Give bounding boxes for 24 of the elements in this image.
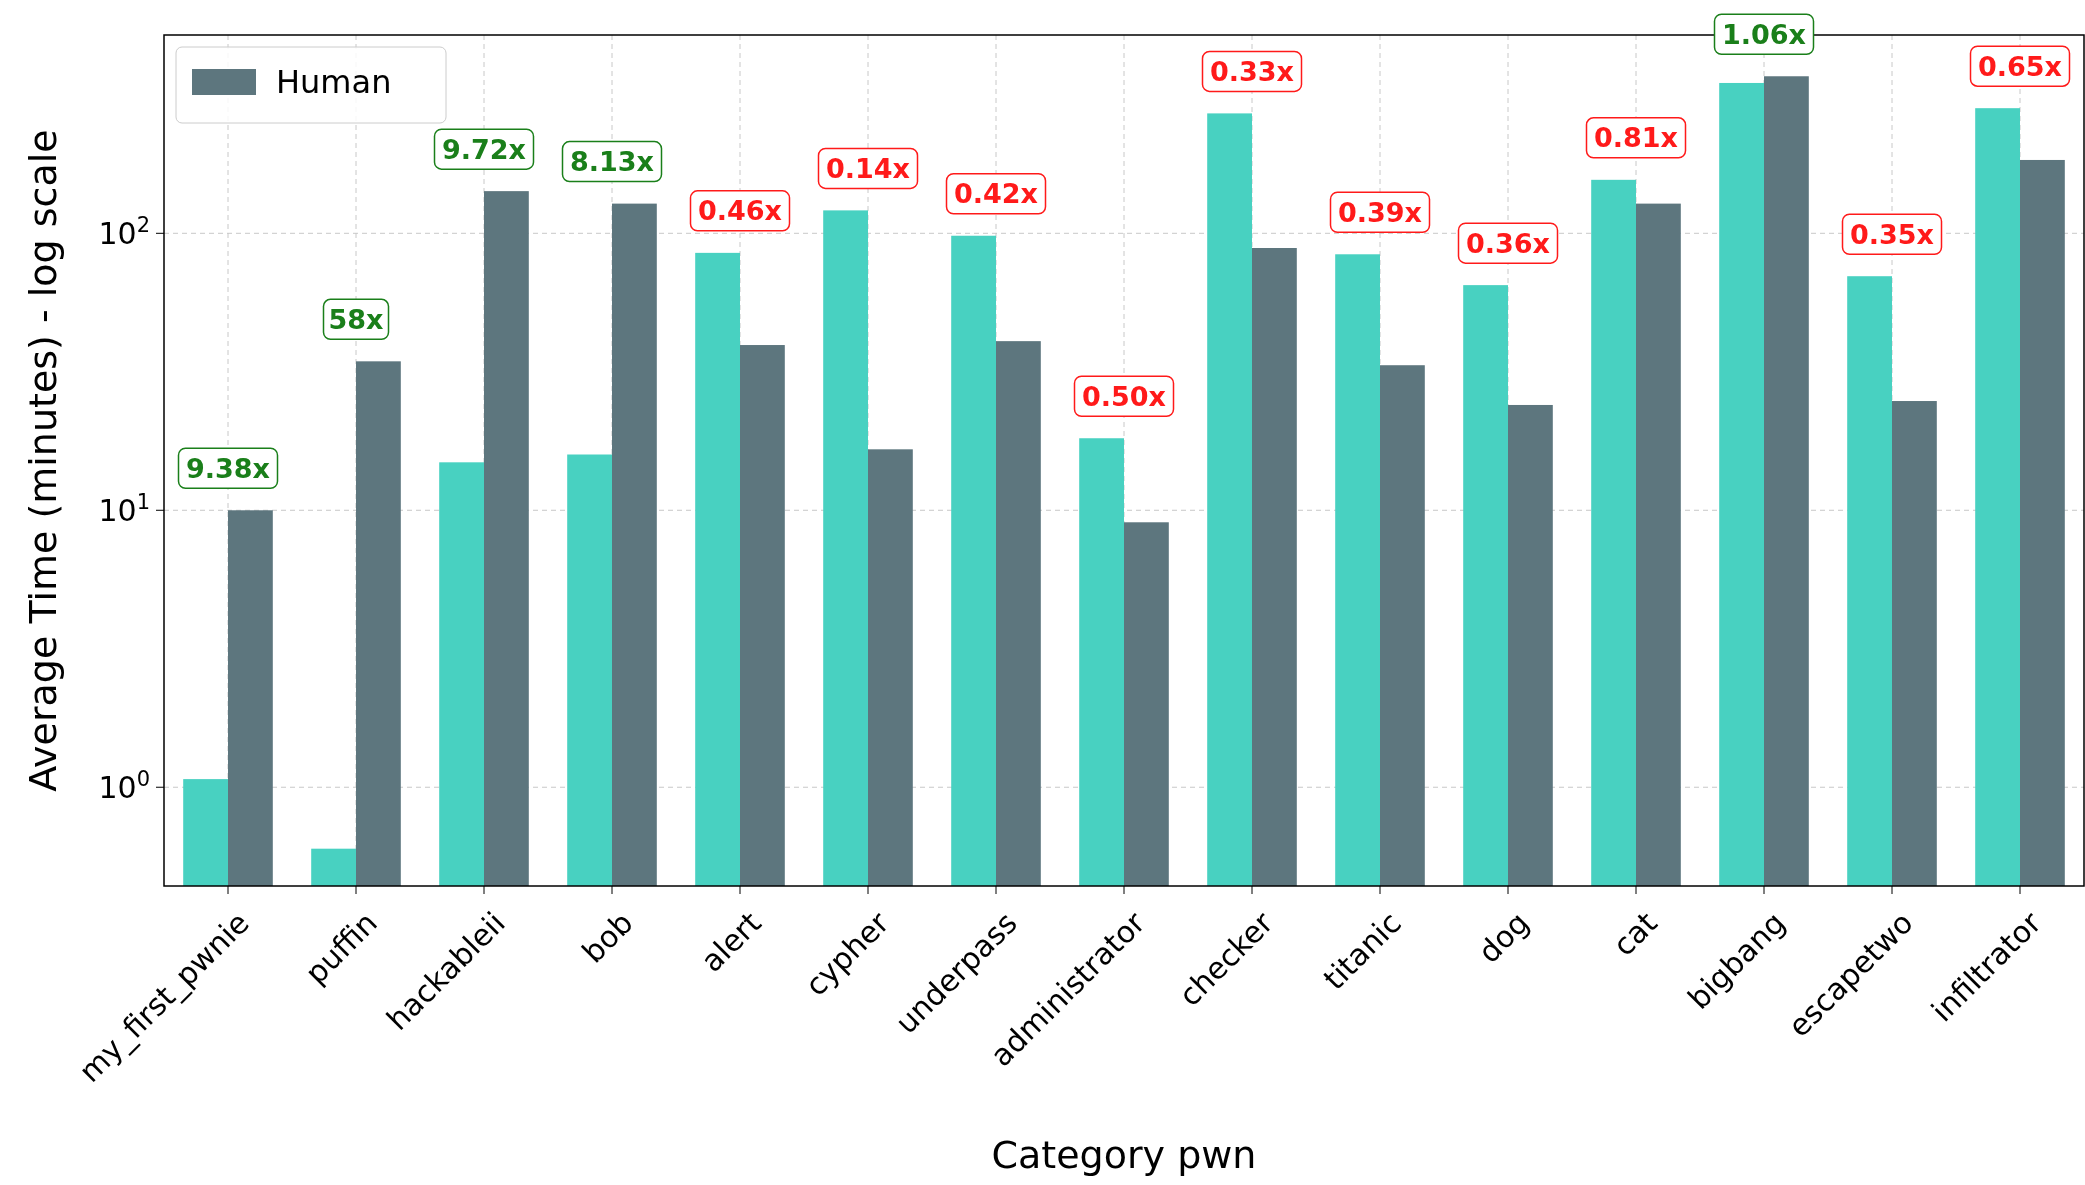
annotation: 0.39x	[1337, 196, 1423, 228]
x-axis-title: Category pwn	[991, 1133, 1257, 1177]
annotation: 58x	[328, 303, 384, 335]
annotation: 9.72x	[441, 133, 527, 165]
y-tick-label: 10$^{0}$	[98, 766, 150, 805]
x-tick-label: cat	[1606, 904, 1664, 963]
annotation: 9.38x	[185, 452, 271, 484]
annotation: 0.36x	[1465, 227, 1551, 259]
annotation: 0.81x	[1593, 122, 1679, 154]
annotation: 0.42x	[953, 178, 1039, 210]
y-tick-label: 10$^{1}$	[98, 489, 150, 528]
annotation: 0.65x	[1977, 50, 2063, 82]
legend-label: Human	[276, 63, 392, 102]
annotation: 0.46x	[697, 195, 783, 227]
annotation: 0.33x	[1209, 55, 1295, 87]
annotation: 0.35x	[1849, 218, 1935, 250]
x-tick-label: dog	[1471, 905, 1536, 970]
annotation: 8.13x	[569, 146, 655, 178]
y-tick-label: 10$^{2}$	[98, 212, 150, 251]
y-axis-title: Average Time (minutes) - log scale	[21, 129, 65, 792]
annotation: 1.06x	[1721, 18, 1807, 50]
annotation: 0.50x	[1081, 380, 1167, 412]
annotation: 0.14x	[825, 152, 911, 184]
x-tick-label: bob	[575, 905, 640, 970]
